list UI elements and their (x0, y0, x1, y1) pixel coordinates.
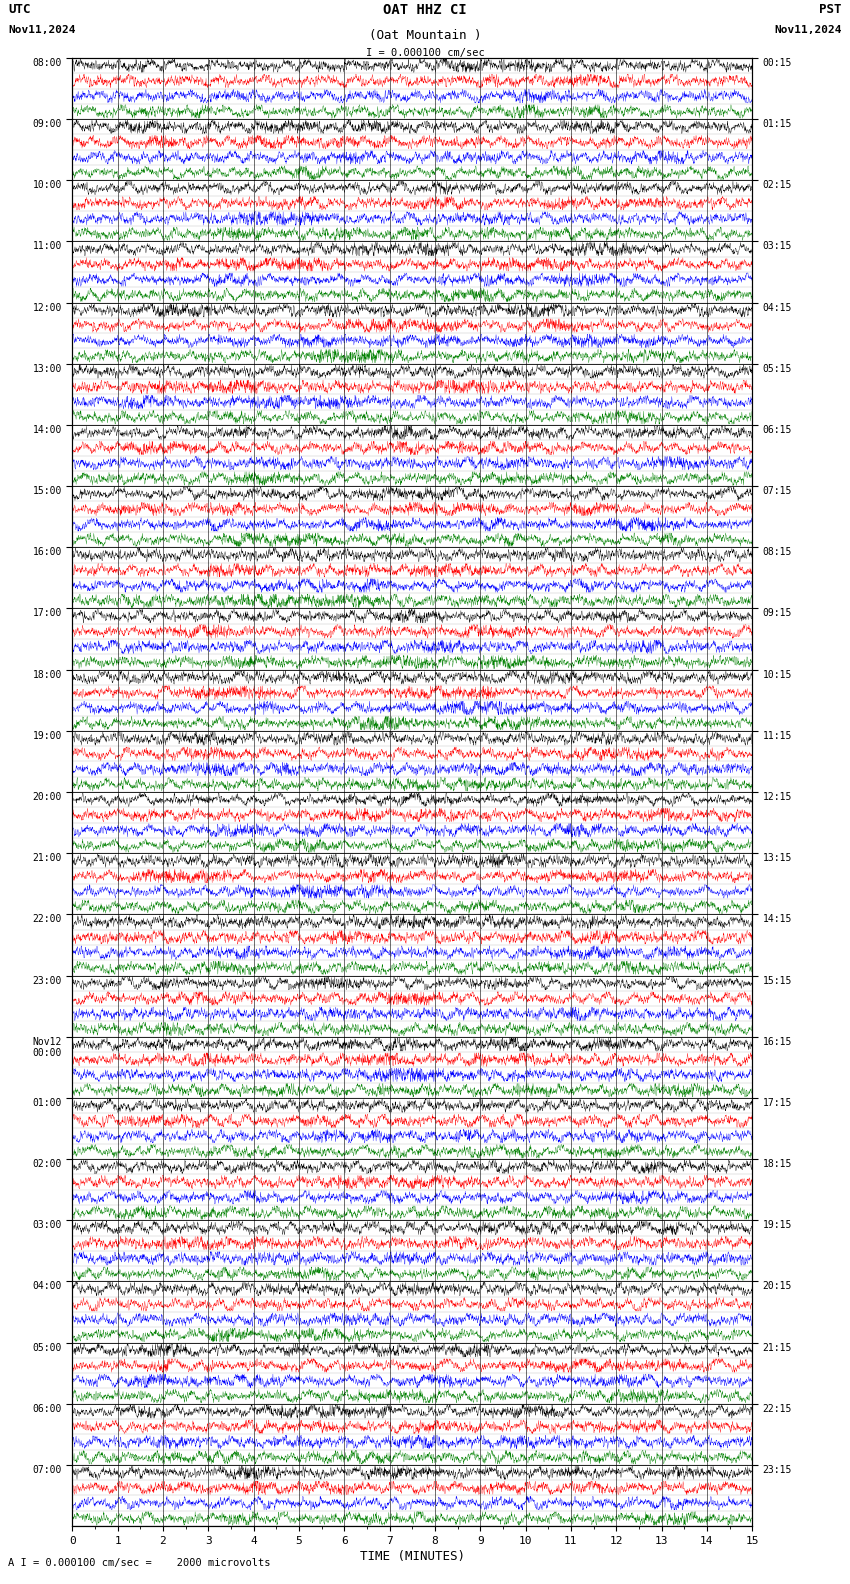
Text: PST: PST (819, 3, 842, 16)
Text: A I = 0.000100 cm/sec =    2000 microvolts: A I = 0.000100 cm/sec = 2000 microvolts (8, 1559, 271, 1568)
Text: UTC: UTC (8, 3, 31, 16)
Text: Nov11,2024: Nov11,2024 (774, 25, 842, 35)
X-axis label: TIME (MINUTES): TIME (MINUTES) (360, 1551, 465, 1563)
Text: OAT HHZ CI: OAT HHZ CI (383, 3, 467, 17)
Text: I = 0.000100 cm/sec: I = 0.000100 cm/sec (366, 48, 484, 57)
Text: Nov11,2024: Nov11,2024 (8, 25, 76, 35)
Text: (Oat Mountain ): (Oat Mountain ) (369, 29, 481, 41)
